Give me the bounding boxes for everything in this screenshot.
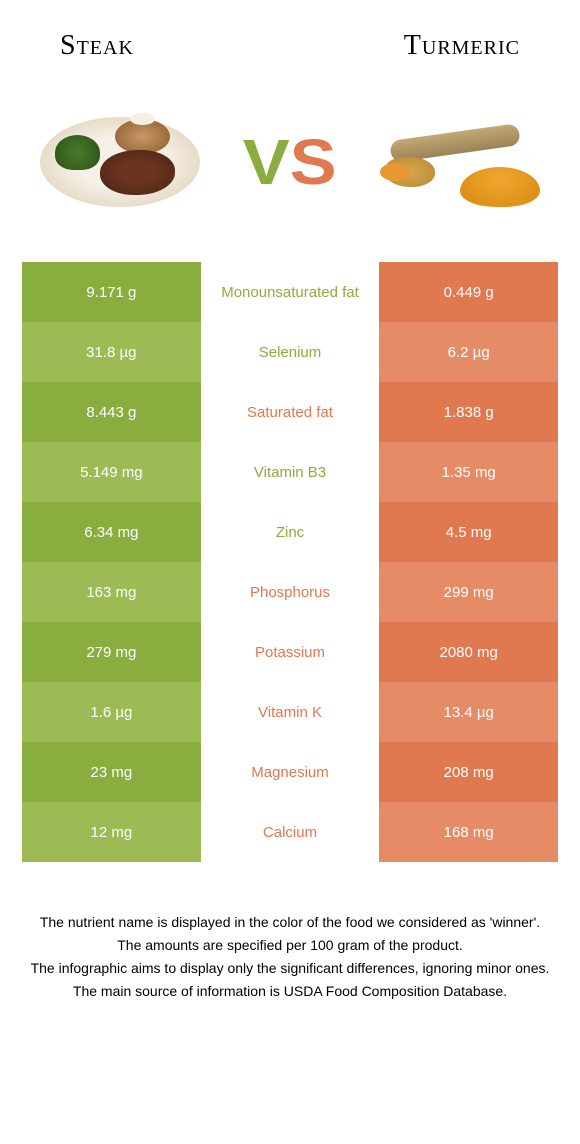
nutrient-label: Potassium bbox=[201, 622, 380, 682]
value-left: 23 mg bbox=[22, 742, 201, 802]
footer-line-2: The amounts are specified per 100 gram o… bbox=[30, 935, 550, 956]
header-row: Steak Turmeric bbox=[20, 20, 560, 92]
nutrient-label: Saturated fat bbox=[201, 382, 380, 442]
vs-v: V bbox=[243, 126, 290, 198]
nutrient-label: Vitamin K bbox=[201, 682, 380, 742]
footer-line-3: The infographic aims to display only the… bbox=[30, 958, 550, 979]
value-left: 163 mg bbox=[22, 562, 201, 622]
value-left: 8.443 g bbox=[22, 382, 201, 442]
nutrient-label: Zinc bbox=[201, 502, 380, 562]
value-right: 1.838 g bbox=[379, 382, 558, 442]
table-row: 31.8 µgSelenium6.2 µg bbox=[22, 322, 558, 382]
table-row: 163 mgPhosphorus299 mg bbox=[22, 562, 558, 622]
food-right-title: Turmeric bbox=[404, 30, 520, 62]
steak-image bbox=[30, 102, 210, 222]
table-row: 279 mgPotassium2080 mg bbox=[22, 622, 558, 682]
value-right: 299 mg bbox=[379, 562, 558, 622]
table-row: 5.149 mgVitamin B31.35 mg bbox=[22, 442, 558, 502]
footer-line-4: The main source of information is USDA F… bbox=[30, 981, 550, 1002]
vs-badge: VS bbox=[243, 125, 337, 199]
table-row: 12 mgCalcium168 mg bbox=[22, 802, 558, 862]
value-right: 2080 mg bbox=[379, 622, 558, 682]
nutrient-label: Phosphorus bbox=[201, 562, 380, 622]
nutrient-label: Selenium bbox=[201, 322, 380, 382]
food-left-title: Steak bbox=[60, 30, 134, 62]
table-row: 6.34 mgZinc4.5 mg bbox=[22, 502, 558, 562]
nutrient-label: Vitamin B3 bbox=[201, 442, 380, 502]
footer-text: The nutrient name is displayed in the co… bbox=[20, 912, 560, 1002]
value-left: 9.171 g bbox=[22, 262, 201, 322]
value-right: 6.2 µg bbox=[379, 322, 558, 382]
nutrient-label: Magnesium bbox=[201, 742, 380, 802]
value-left: 5.149 mg bbox=[22, 442, 201, 502]
value-right: 0.449 g bbox=[379, 262, 558, 322]
table-row: 9.171 gMonounsaturated fat0.449 g bbox=[22, 262, 558, 322]
value-right: 168 mg bbox=[379, 802, 558, 862]
value-left: 12 mg bbox=[22, 802, 201, 862]
images-row: VS bbox=[20, 92, 560, 262]
vs-s: S bbox=[290, 126, 337, 198]
value-right: 13.4 µg bbox=[379, 682, 558, 742]
value-left: 279 mg bbox=[22, 622, 201, 682]
value-left: 31.8 µg bbox=[22, 322, 201, 382]
footer-line-1: The nutrient name is displayed in the co… bbox=[30, 912, 550, 933]
value-left: 6.34 mg bbox=[22, 502, 201, 562]
value-right: 1.35 mg bbox=[379, 442, 558, 502]
table-row: 23 mgMagnesium208 mg bbox=[22, 742, 558, 802]
turmeric-image bbox=[370, 102, 550, 222]
nutrient-label: Monounsaturated fat bbox=[201, 262, 380, 322]
comparison-table: 9.171 gMonounsaturated fat0.449 g31.8 µg… bbox=[22, 262, 558, 862]
nutrient-label: Calcium bbox=[201, 802, 380, 862]
value-left: 1.6 µg bbox=[22, 682, 201, 742]
value-right: 208 mg bbox=[379, 742, 558, 802]
table-row: 1.6 µgVitamin K13.4 µg bbox=[22, 682, 558, 742]
value-right: 4.5 mg bbox=[379, 502, 558, 562]
table-row: 8.443 gSaturated fat1.838 g bbox=[22, 382, 558, 442]
